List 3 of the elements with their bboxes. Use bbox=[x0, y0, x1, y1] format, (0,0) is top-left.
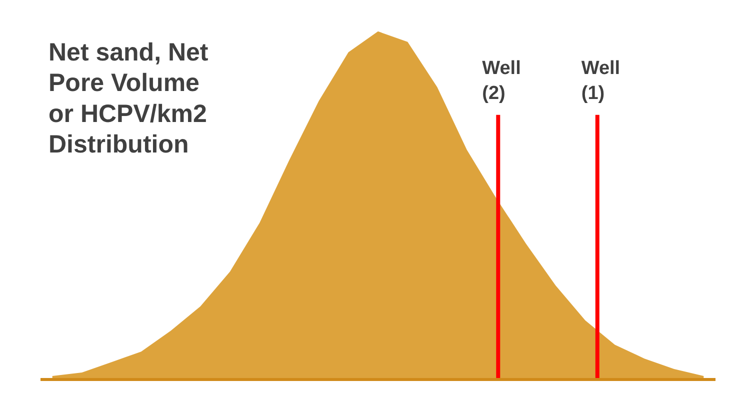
annotation: Well (1) bbox=[581, 58, 620, 104]
annotation: Net sand, Net Pore Volume or HCPV/km2 Distribution bbox=[48, 38, 209, 159]
annotation: Well (2) bbox=[482, 58, 521, 104]
